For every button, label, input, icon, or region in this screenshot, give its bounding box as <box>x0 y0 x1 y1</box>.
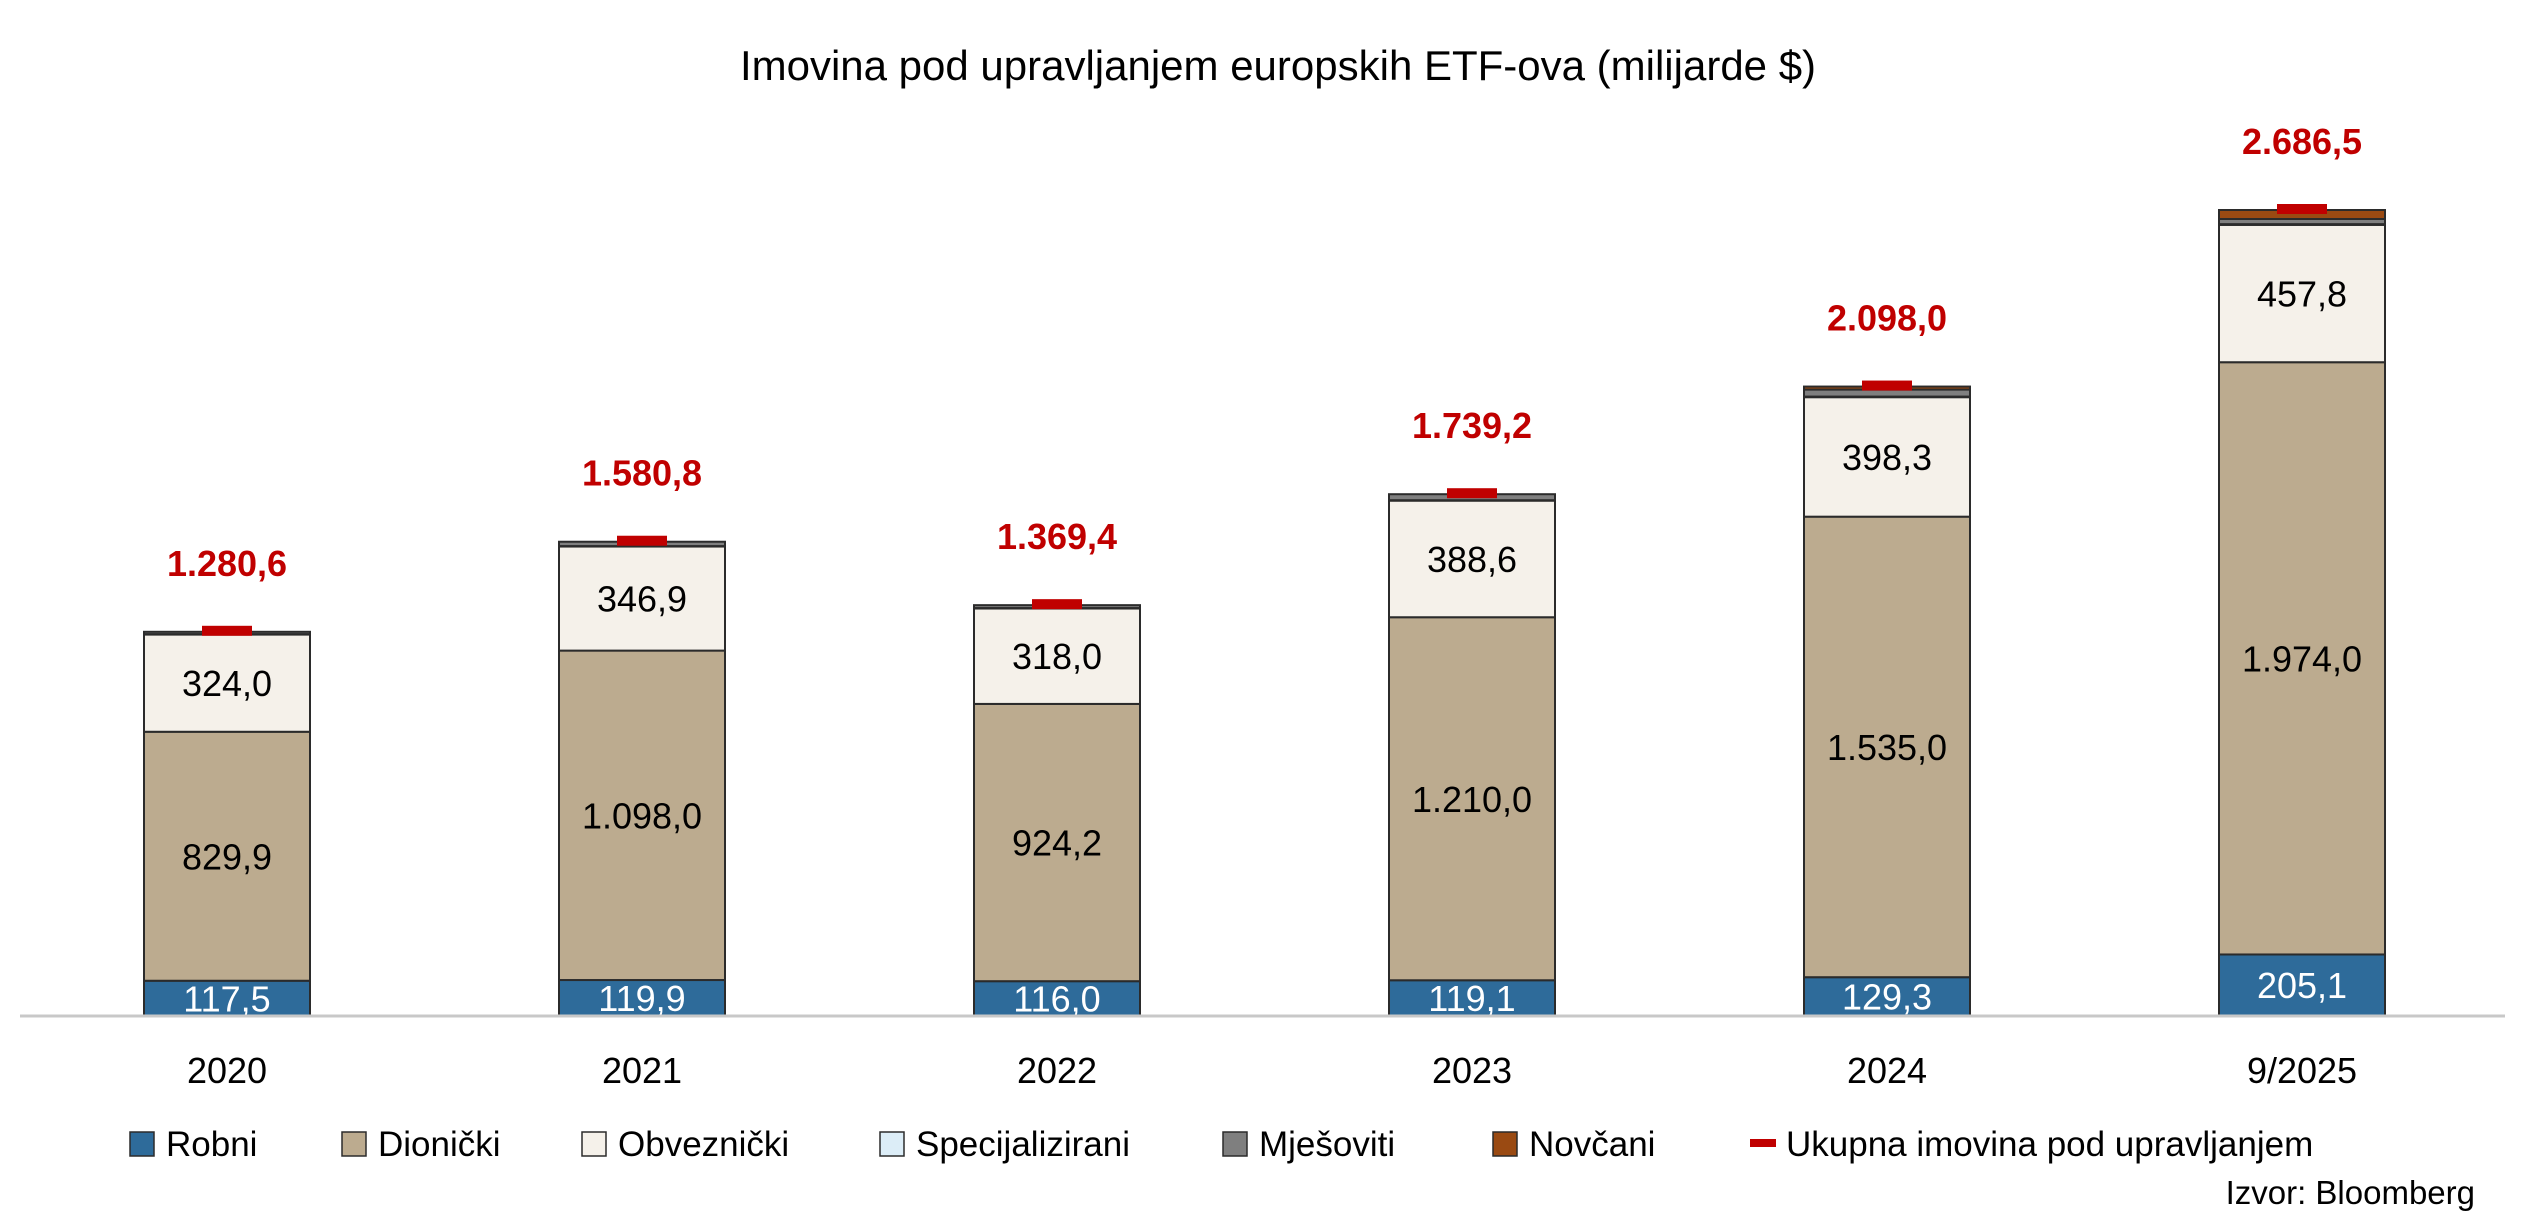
x-tick-label: 9/2025 <box>2247 1050 2357 1091</box>
data-label: 457,8 <box>2257 274 2347 315</box>
legend-label: Robni <box>166 1125 257 1164</box>
legend-swatch <box>1750 1139 1776 1147</box>
legend-item: Robni <box>130 1125 257 1164</box>
legend-swatch <box>130 1132 154 1156</box>
total-label: 1.580,8 <box>582 453 702 494</box>
total-marker <box>2277 204 2327 214</box>
data-label: 119,1 <box>1428 978 1515 1019</box>
x-tick-label: 2023 <box>1432 1050 1512 1091</box>
bar-group: 117,5 829,9 324,0 <box>144 632 310 1020</box>
legend-item: Novčani <box>1493 1125 1655 1164</box>
legend-swatch <box>582 1132 606 1156</box>
legend-swatch <box>1493 1132 1517 1156</box>
legend-item: Dionički <box>342 1125 501 1164</box>
source-note: Izvor: Bloomberg <box>2226 1174 2475 1211</box>
legend: Robni Dionički Obveznički Specijalizirani Mj… <box>130 1125 2313 1164</box>
data-label: 388,6 <box>1427 539 1517 580</box>
legend-label: Obveznički <box>618 1125 789 1164</box>
legend-swatch <box>880 1132 904 1156</box>
legend-swatch <box>342 1132 366 1156</box>
total-label: 1.369,4 <box>997 516 1117 557</box>
data-label: 924,2 <box>1012 823 1102 864</box>
total-label: 2.098,0 <box>1827 298 1947 339</box>
bar-group: 119,1 1.210,0 388,6 <box>1389 494 1555 1019</box>
total-label: 1.280,6 <box>167 543 287 584</box>
data-label: 318,0 <box>1012 636 1102 677</box>
x-tick-label: 2021 <box>602 1050 682 1091</box>
bar-segment-mješoviti <box>1804 390 1970 397</box>
legend-label: Mješoviti <box>1259 1125 1395 1164</box>
chart-title: Imovina pod upravljanjem europskih ETF-o… <box>740 42 1816 89</box>
data-label: 119,9 <box>598 978 685 1019</box>
total-marker <box>617 536 667 546</box>
legend-label: Dionički <box>378 1125 501 1164</box>
legend-item: Ukupna imovina pod upravljanjem <box>1750 1125 2313 1164</box>
data-label: 1.535,0 <box>1827 727 1947 768</box>
data-label: 117,5 <box>183 978 270 1019</box>
bar-group: 205,1 1.974,0 457,8 <box>2219 210 2385 1016</box>
legend-item: Specijalizirani <box>880 1125 1130 1164</box>
total-marker <box>1862 381 1912 391</box>
x-tick-label: 2024 <box>1847 1050 1927 1091</box>
x-tick-label: 2022 <box>1017 1050 1097 1091</box>
legend-swatch <box>1223 1132 1247 1156</box>
data-label: 398,3 <box>1842 437 1932 478</box>
data-label: 1.210,0 <box>1412 779 1532 820</box>
bars-layer: 117,5 829,9 324,0 119,9 1.098,0 346,9 116,0 924… <box>144 210 2385 1020</box>
x-tick-label: 2020 <box>187 1050 267 1091</box>
x-tick-labels: 2020 2021 2022 2023 2024 9/2025 <box>187 1050 2357 1091</box>
bar-group: 116,0 924,2 318,0 <box>974 605 1140 1019</box>
data-label: 116,0 <box>1013 979 1100 1020</box>
bar-group: 119,9 1.098,0 346,9 <box>559 542 725 1019</box>
legend-label: Ukupna imovina pod upravljanjem <box>1786 1125 2313 1164</box>
bar-group: 129,3 1.535,0 398,3 <box>1804 387 1970 1018</box>
legend-item: Mješoviti <box>1223 1125 1395 1164</box>
total-markers: 1.280,6 1.580,8 1.369,4 1.739,2 2.098,0 2.686… <box>167 121 2362 636</box>
data-label: 205,1 <box>2257 965 2347 1006</box>
data-label: 829,9 <box>182 836 272 877</box>
total-marker <box>1447 488 1497 498</box>
total-marker <box>1032 599 1082 609</box>
data-label: 324,0 <box>182 663 272 704</box>
data-label: 346,9 <box>597 579 687 620</box>
total-marker <box>202 626 252 636</box>
data-label: 129,3 <box>1842 977 1932 1018</box>
total-label: 1.739,2 <box>1412 405 1532 446</box>
data-label: 1.098,0 <box>582 795 702 836</box>
legend-label: Novčani <box>1529 1125 1655 1164</box>
data-label: 1.974,0 <box>2242 638 2362 679</box>
legend-item: Obveznički <box>582 1125 789 1164</box>
total-label: 2.686,5 <box>2242 121 2362 162</box>
legend-label: Specijalizirani <box>916 1125 1130 1164</box>
